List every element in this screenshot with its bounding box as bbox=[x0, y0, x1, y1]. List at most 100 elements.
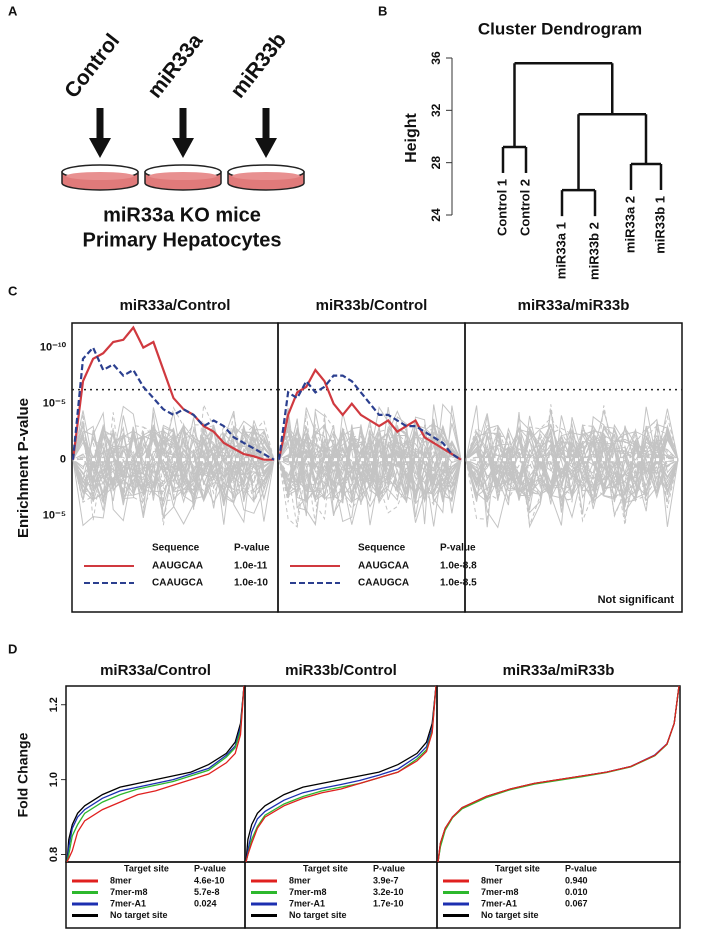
legend-header: Sequence bbox=[358, 543, 406, 554]
leaf-label: miR33a 1 bbox=[553, 222, 568, 279]
plot-frame bbox=[244, 685, 438, 863]
panel-label: C bbox=[8, 283, 18, 298]
fold-change-curve bbox=[437, 685, 680, 863]
fold-change-curve bbox=[66, 685, 245, 863]
legend-p-value: 0.010 bbox=[565, 887, 588, 897]
background-line bbox=[72, 425, 275, 504]
y-tick-label: 10⁻¹⁰ bbox=[40, 342, 67, 354]
legend-p-value: 4.6e-10 bbox=[194, 875, 225, 885]
legend-header: Target site bbox=[495, 863, 540, 873]
y-tick-label: 32 bbox=[429, 103, 443, 117]
background-line bbox=[465, 435, 679, 499]
fold-change-curve bbox=[66, 685, 245, 863]
enrichment-line bbox=[277, 368, 462, 461]
fold-change-curve bbox=[245, 685, 437, 863]
background-line bbox=[465, 431, 679, 499]
dish-medium bbox=[66, 172, 134, 180]
caption: miR33a KO mice bbox=[103, 204, 261, 226]
plot-frame bbox=[436, 685, 681, 863]
fold-change-curve bbox=[245, 685, 437, 863]
legend-p-value: 3.2e-10 bbox=[373, 887, 404, 897]
panel-label: A bbox=[8, 3, 18, 18]
background-line bbox=[278, 429, 462, 504]
legend-name: No target site bbox=[110, 910, 168, 920]
legend-p-value: 5.7e-8 bbox=[194, 887, 220, 897]
background-line bbox=[465, 424, 679, 505]
legend-p-value: 0.067 bbox=[565, 898, 588, 908]
fold-change-curve bbox=[66, 685, 245, 863]
plot-frame bbox=[65, 685, 246, 863]
legend-header: P-value bbox=[565, 863, 597, 873]
condition-label: miR33a bbox=[143, 29, 207, 102]
legend-sequence: CAAUGCA bbox=[152, 578, 203, 589]
legend-sequence: AAUGCAA bbox=[152, 561, 203, 572]
y-axis-label: Height bbox=[403, 112, 420, 162]
background-line bbox=[72, 424, 275, 502]
panel-label: B bbox=[378, 3, 387, 18]
legend-name: 7mer-m8 bbox=[110, 887, 148, 897]
background-line bbox=[72, 425, 275, 504]
legend-p-value: 0.024 bbox=[194, 898, 217, 908]
background-line bbox=[465, 432, 679, 502]
legend-name: No target site bbox=[289, 910, 347, 920]
arrow-head bbox=[172, 138, 194, 158]
background-line bbox=[72, 423, 275, 501]
leaf-label: miR33a 2 bbox=[622, 196, 637, 253]
panel-title: miR33a/miR33b bbox=[503, 662, 615, 679]
leaf-label: Control 1 bbox=[494, 179, 509, 236]
background-line bbox=[465, 429, 679, 501]
panel-title: miR33a/Control bbox=[120, 297, 231, 314]
y-tick-label: 1.2 bbox=[48, 697, 60, 712]
enrichment-line bbox=[71, 345, 275, 461]
caption: Primary Hepatocytes bbox=[83, 229, 282, 251]
background-line bbox=[465, 432, 679, 499]
legend-name: 7mer-m8 bbox=[481, 887, 519, 897]
enrichment-line bbox=[71, 325, 274, 461]
legend-p-value: 1.7e-10 bbox=[373, 898, 404, 908]
background-line bbox=[278, 426, 462, 500]
background-line bbox=[72, 432, 275, 504]
background-line bbox=[278, 424, 462, 503]
arrow-head bbox=[89, 138, 111, 158]
dendrogram-title: Cluster Dendrogram bbox=[478, 19, 642, 38]
legend-p-value: 0.940 bbox=[565, 875, 588, 885]
background-line bbox=[278, 427, 462, 498]
background-line bbox=[465, 425, 679, 500]
legend-p-value: 1.0e-8.8 bbox=[440, 561, 477, 572]
legend-sequence: CAAUGCA bbox=[358, 578, 409, 589]
legend-p-value: 1.0e-10 bbox=[234, 578, 268, 589]
dish-medium bbox=[149, 172, 217, 180]
legend-p-value: 1.0e-8.5 bbox=[440, 578, 477, 589]
background-line bbox=[465, 425, 679, 490]
legend-p-value: 3.9e-7 bbox=[373, 875, 399, 885]
panel-label: D bbox=[8, 641, 17, 656]
fold-change-curve bbox=[437, 685, 680, 863]
background-line bbox=[72, 428, 275, 495]
legend-p-value: 1.0e-11 bbox=[234, 561, 268, 572]
panel-title: miR33b/Control bbox=[285, 662, 397, 679]
condition-label: miR33b bbox=[226, 29, 291, 103]
background-line bbox=[465, 431, 679, 499]
y-axis-label: Fold Change bbox=[15, 732, 31, 817]
y-tick-label: 36 bbox=[429, 51, 443, 65]
background-line bbox=[72, 426, 275, 501]
legend-sequence: AAUGCAA bbox=[358, 561, 409, 572]
y-tick-label: 1.0 bbox=[48, 772, 60, 787]
y-tick-label: 0.8 bbox=[48, 847, 60, 862]
background-line bbox=[465, 425, 679, 501]
y-tick-label: 28 bbox=[429, 156, 443, 170]
background-line bbox=[465, 424, 679, 503]
fold-change-curve bbox=[245, 685, 437, 863]
legend-name: 8mer bbox=[110, 875, 132, 885]
legend-name: 8mer bbox=[481, 875, 503, 885]
legend-header: P-value bbox=[194, 863, 226, 873]
panel-title: miR33a/miR33b bbox=[518, 297, 630, 314]
background-line bbox=[465, 405, 679, 526]
background-line bbox=[465, 434, 679, 501]
fold-change-curve bbox=[66, 685, 245, 863]
background-line bbox=[465, 427, 679, 501]
arrow-head bbox=[255, 138, 277, 158]
legend-name: 8mer bbox=[289, 875, 311, 885]
leaf-label: miR33b 1 bbox=[652, 196, 667, 254]
